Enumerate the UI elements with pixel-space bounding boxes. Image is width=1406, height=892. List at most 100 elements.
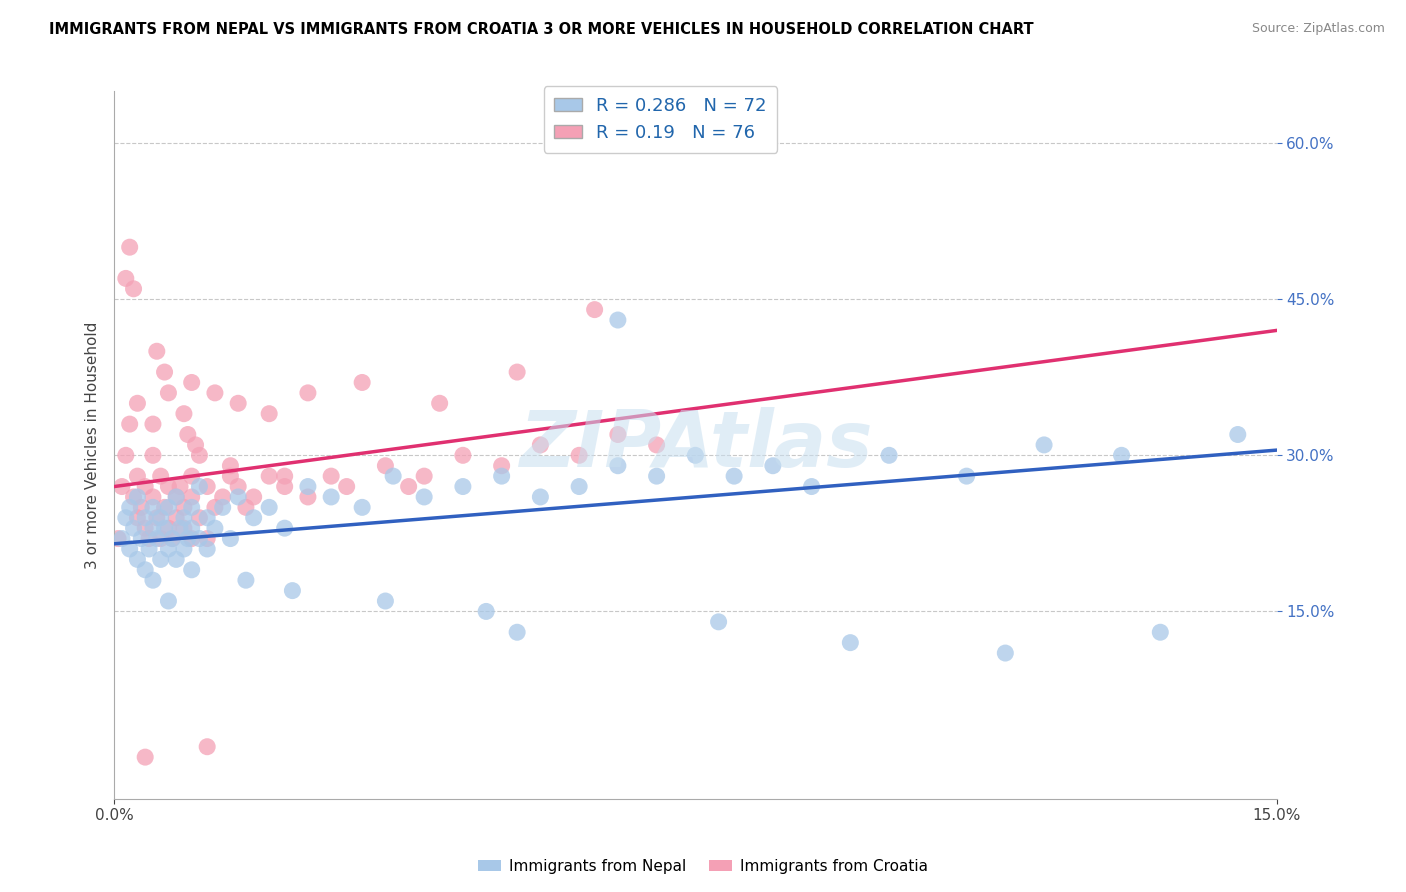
- Point: [955, 469, 977, 483]
- Point: [173, 407, 195, 421]
- Point: [122, 282, 145, 296]
- Point: [157, 385, 180, 400]
- Point: [173, 521, 195, 535]
- Point: [839, 635, 862, 649]
- Point: [352, 376, 374, 390]
- Point: [321, 469, 343, 483]
- Point: [195, 479, 218, 493]
- Point: [180, 521, 202, 535]
- Point: [157, 479, 180, 493]
- Point: [583, 302, 606, 317]
- Point: [195, 510, 218, 524]
- Point: [762, 458, 785, 473]
- Point: [204, 500, 226, 515]
- Point: [398, 479, 420, 493]
- Legend: Immigrants from Nepal, Immigrants from Croatia: Immigrants from Nepal, Immigrants from C…: [472, 853, 934, 880]
- Point: [723, 469, 745, 483]
- Point: [173, 500, 195, 515]
- Point: [226, 490, 249, 504]
- Point: [413, 490, 436, 504]
- Point: [374, 594, 396, 608]
- Point: [321, 490, 343, 504]
- Point: [107, 532, 129, 546]
- Point: [169, 479, 191, 493]
- Point: [134, 510, 156, 524]
- Point: [226, 396, 249, 410]
- Point: [529, 438, 551, 452]
- Point: [529, 490, 551, 504]
- Point: [127, 510, 149, 524]
- Point: [219, 469, 242, 483]
- Point: [204, 385, 226, 400]
- Point: [180, 500, 202, 515]
- Point: [146, 344, 169, 359]
- Point: [157, 541, 180, 556]
- Point: [188, 479, 211, 493]
- Point: [165, 490, 187, 504]
- Point: [134, 563, 156, 577]
- Point: [273, 479, 295, 493]
- Point: [1226, 427, 1249, 442]
- Point: [382, 469, 405, 483]
- Point: [169, 521, 191, 535]
- Point: [336, 479, 359, 493]
- Point: [173, 541, 195, 556]
- Point: [645, 438, 668, 452]
- Point: [475, 604, 498, 618]
- Point: [153, 500, 176, 515]
- Point: [149, 532, 172, 546]
- Point: [118, 500, 141, 515]
- Point: [877, 448, 900, 462]
- Point: [297, 385, 319, 400]
- Point: [153, 365, 176, 379]
- Point: [491, 458, 513, 473]
- Point: [219, 458, 242, 473]
- Point: [204, 521, 226, 535]
- Point: [257, 407, 280, 421]
- Point: [118, 541, 141, 556]
- Point: [157, 594, 180, 608]
- Point: [242, 510, 264, 524]
- Point: [131, 532, 153, 546]
- Point: [177, 532, 200, 546]
- Point: [273, 469, 295, 483]
- Point: [157, 521, 180, 535]
- Point: [1111, 448, 1133, 462]
- Point: [491, 469, 513, 483]
- Point: [211, 490, 233, 504]
- Point: [127, 552, 149, 566]
- Point: [707, 615, 730, 629]
- Point: [118, 417, 141, 431]
- Point: [131, 500, 153, 515]
- Point: [111, 479, 134, 493]
- Legend: R = 0.286   N = 72, R = 0.19   N = 76: R = 0.286 N = 72, R = 0.19 N = 76: [544, 86, 778, 153]
- Point: [114, 510, 136, 524]
- Point: [606, 427, 628, 442]
- Point: [451, 479, 474, 493]
- Point: [685, 448, 707, 462]
- Point: [235, 573, 257, 587]
- Point: [138, 541, 160, 556]
- Point: [180, 376, 202, 390]
- Point: [273, 521, 295, 535]
- Point: [188, 510, 211, 524]
- Point: [138, 532, 160, 546]
- Point: [352, 500, 374, 515]
- Point: [162, 532, 184, 546]
- Point: [226, 479, 249, 493]
- Point: [429, 396, 451, 410]
- Point: [195, 532, 218, 546]
- Point: [142, 417, 165, 431]
- Point: [173, 510, 195, 524]
- Point: [165, 490, 187, 504]
- Point: [281, 583, 304, 598]
- Point: [568, 448, 591, 462]
- Point: [195, 541, 218, 556]
- Point: [142, 521, 165, 535]
- Point: [242, 490, 264, 504]
- Point: [451, 448, 474, 462]
- Point: [122, 490, 145, 504]
- Text: IMMIGRANTS FROM NEPAL VS IMMIGRANTS FROM CROATIA 3 OR MORE VEHICLES IN HOUSEHOLD: IMMIGRANTS FROM NEPAL VS IMMIGRANTS FROM…: [49, 22, 1033, 37]
- Point: [149, 552, 172, 566]
- Point: [180, 532, 202, 546]
